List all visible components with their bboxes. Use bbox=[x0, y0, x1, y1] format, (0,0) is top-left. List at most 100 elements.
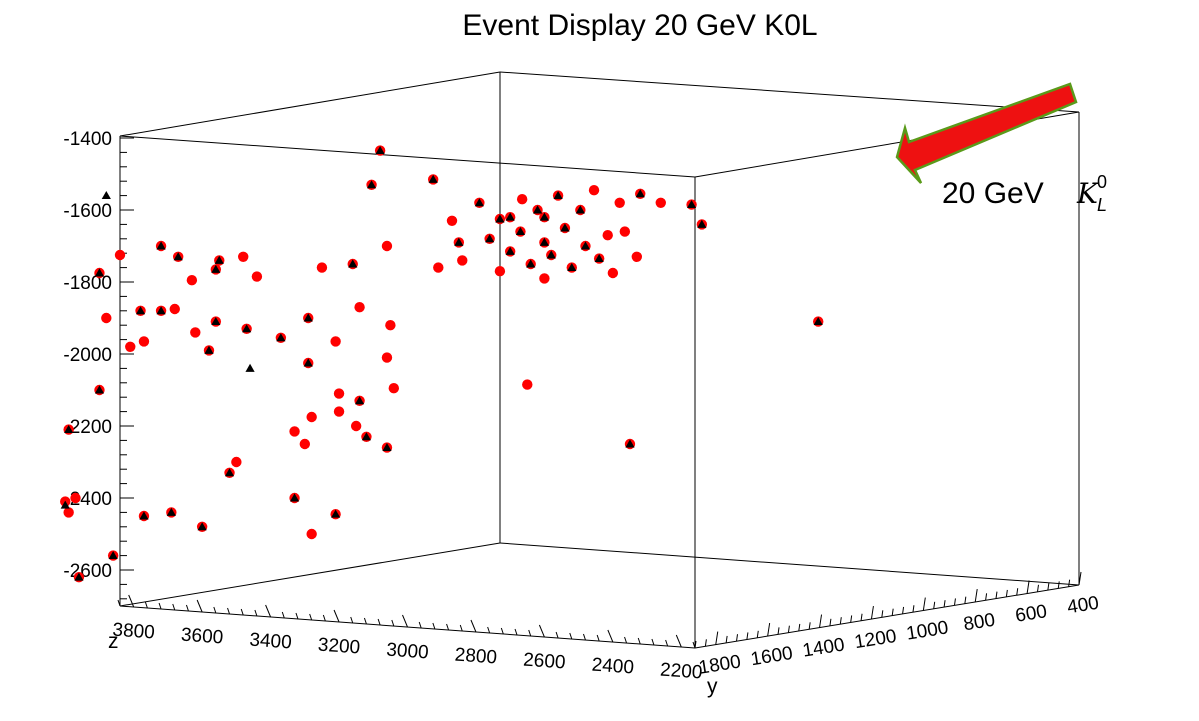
z-axis-tick bbox=[596, 634, 600, 642]
red-circle-point bbox=[299, 438, 311, 450]
y-axis-tick bbox=[870, 605, 874, 620]
z-axis-tick bbox=[651, 638, 655, 646]
y-axis-name: y bbox=[707, 675, 718, 698]
z-axis-tick bbox=[333, 609, 340, 623]
black-triangle-point bbox=[331, 509, 341, 518]
black-triangle-point bbox=[276, 333, 286, 342]
red-circle-point bbox=[251, 271, 263, 282]
vertical-axis-tick-label: -1400 bbox=[63, 129, 112, 150]
y-axis-tick bbox=[777, 627, 780, 635]
y-axis-tick bbox=[850, 615, 853, 623]
black-triangle-point bbox=[428, 174, 438, 183]
black-triangle-point bbox=[515, 227, 526, 236]
red-circle-point bbox=[655, 197, 666, 208]
red-circle-point bbox=[354, 302, 365, 313]
box-bottom-edge bbox=[119, 542, 501, 607]
red-circle-point bbox=[306, 528, 317, 540]
red-circle-point bbox=[114, 249, 126, 261]
black-triangle-point bbox=[539, 237, 550, 246]
y-axis-tick bbox=[1047, 583, 1050, 591]
y-axis-tick-label: 600 bbox=[1014, 601, 1049, 627]
box-bottom-edge bbox=[499, 542, 1080, 586]
vertical-axis-tick-label: -1800 bbox=[63, 273, 112, 294]
black-triangle-point bbox=[546, 250, 556, 259]
black-triangle-point bbox=[94, 268, 105, 277]
red-circle-point bbox=[522, 379, 533, 390]
z-axis-tick bbox=[675, 634, 682, 648]
black-triangle-point bbox=[348, 259, 358, 268]
red-circle-point bbox=[289, 426, 300, 437]
annotation-symbol: K bbox=[1076, 177, 1100, 210]
z-axis-tick bbox=[432, 622, 436, 630]
annotation-superscript: 0 bbox=[1097, 172, 1107, 192]
z-axis-tick bbox=[459, 624, 463, 632]
red-circle-point bbox=[125, 341, 136, 352]
red-circle-point bbox=[101, 312, 112, 324]
z-axis-tick bbox=[555, 631, 559, 639]
data-points bbox=[60, 145, 824, 583]
red-circle-point bbox=[333, 388, 345, 399]
red-circle-point bbox=[619, 226, 631, 237]
red-circle-point bbox=[231, 456, 242, 468]
black-triangle-point bbox=[156, 306, 166, 315]
beam-arrow-icon bbox=[895, 82, 1078, 184]
black-triangle-point bbox=[575, 205, 585, 214]
z-axis-tick bbox=[665, 639, 669, 647]
y-axis-tick-label: 1800 bbox=[697, 651, 742, 678]
y-axis-tick-label: 1000 bbox=[905, 617, 950, 644]
z-axis-tick bbox=[254, 609, 258, 617]
red-circle-point bbox=[330, 336, 341, 347]
z-axis-tick bbox=[528, 629, 532, 637]
z-axis-tick bbox=[185, 604, 189, 612]
y-axis-tick bbox=[1036, 584, 1039, 592]
y-axis-tick-label: 1200 bbox=[853, 626, 898, 653]
red-circle-point bbox=[333, 406, 345, 417]
z-axis-tick bbox=[265, 604, 272, 618]
red-circle-point bbox=[614, 197, 625, 208]
red-circle-point bbox=[316, 262, 328, 273]
black-triangle-point bbox=[60, 500, 70, 509]
black-triangle-point bbox=[108, 551, 118, 560]
y-axis-tick bbox=[694, 640, 697, 649]
black-triangle-point bbox=[204, 345, 214, 354]
y-axis-tick-label: 1400 bbox=[801, 634, 846, 661]
z-axis-tick bbox=[196, 599, 203, 613]
black-triangle-point bbox=[553, 191, 563, 200]
black-triangle-point bbox=[625, 439, 635, 448]
black-triangle-point bbox=[495, 214, 505, 223]
black-triangle-point bbox=[361, 432, 372, 441]
y-axis-tick bbox=[1026, 580, 1030, 594]
red-circle-point bbox=[190, 327, 201, 338]
black-triangle-point bbox=[526, 259, 536, 268]
z-axis-tick bbox=[144, 601, 148, 609]
red-circle-point bbox=[63, 507, 74, 518]
z-axis-tick bbox=[470, 619, 477, 633]
z-axis-tick bbox=[128, 594, 135, 608]
black-triangle-point bbox=[686, 200, 697, 209]
annotation-text: 20 GeV bbox=[942, 177, 1044, 210]
y-axis-tick bbox=[839, 617, 842, 625]
y-axis-tick bbox=[704, 639, 707, 647]
black-triangle-point bbox=[135, 306, 146, 315]
z-axis-tick bbox=[227, 607, 230, 615]
y-axis-tick bbox=[995, 591, 998, 599]
z-axis-tick-label: 3600 bbox=[180, 625, 224, 649]
y-axis-tick bbox=[756, 630, 759, 638]
black-triangle-point bbox=[242, 324, 252, 333]
z-axis-tick bbox=[117, 599, 121, 607]
z-axis-tick bbox=[569, 632, 573, 640]
black-triangle-point bbox=[505, 212, 515, 221]
red-circle-point bbox=[381, 352, 393, 363]
y-axis-tick bbox=[985, 593, 988, 601]
y-axis-tick bbox=[715, 631, 719, 645]
black-triangle-point bbox=[289, 493, 300, 502]
red-circle-point bbox=[607, 267, 619, 279]
z-axis-tick-label: 2800 bbox=[454, 645, 498, 669]
black-triangle-point bbox=[580, 241, 591, 250]
y-axis-tick bbox=[808, 622, 811, 630]
red-circle-point bbox=[433, 262, 444, 273]
y-axis-tick bbox=[912, 605, 915, 613]
black-triangle-point bbox=[485, 234, 495, 243]
red-circle-point bbox=[169, 303, 180, 315]
